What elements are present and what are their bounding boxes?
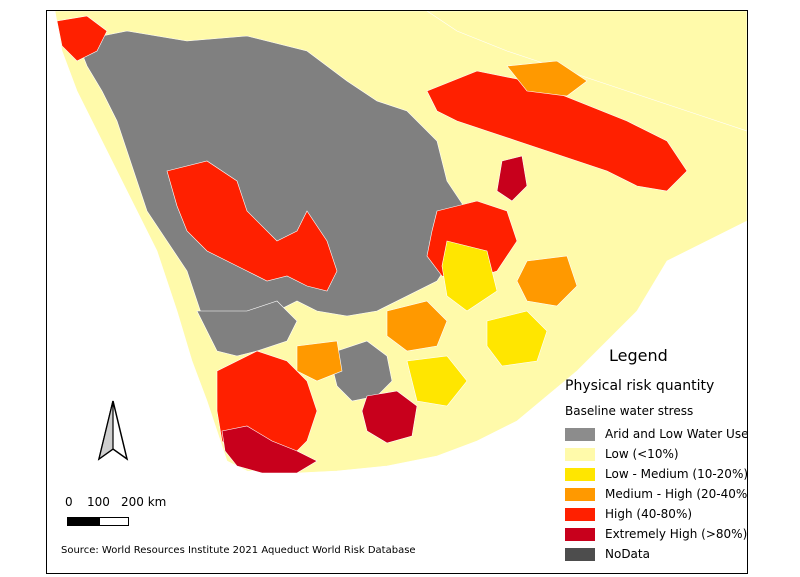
scale-bar: 0 100 200 km [65, 495, 185, 535]
legend-item-low-medium[interactable]: Low - Medium (10-20%) [565, 464, 748, 484]
legend-label-extremely-high: Extremely High (>80%) [605, 527, 748, 541]
region-lowmed-1 [441, 240, 498, 312]
scale-bar-white [99, 517, 129, 526]
legend-swatch-high [565, 507, 595, 521]
region-low-ne [426, 11, 747, 132]
scale-tick-100: 100 [87, 495, 110, 509]
legend-items: Arid and Low Water Use Low (<10%) Low - … [565, 424, 748, 564]
legend-label-nodata: NoData [605, 547, 650, 561]
legend-item-medium-high[interactable]: Medium - High (20-40%) [565, 484, 748, 504]
scale-tick-200: 200 km [121, 495, 167, 509]
legend-swatch-low [565, 447, 595, 461]
region-extreme-center [361, 390, 418, 444]
legend-item-extremely-high[interactable]: Extremely High (>80%) [565, 524, 748, 544]
legend-subtitle: Physical risk quantity [565, 378, 715, 394]
region-medhigh-2 [516, 255, 578, 307]
region-arid-sw [196, 300, 298, 357]
legend-label-high: High (40-80%) [605, 507, 693, 521]
legend-label-arid: Arid and Low Water Use [605, 427, 748, 441]
legend-label-low-medium: Low - Medium (10-20%) [605, 467, 748, 481]
region-extreme-cape [221, 425, 318, 474]
map-canvas[interactable] [47, 11, 747, 573]
legend-item-arid[interactable]: Arid and Low Water Use [565, 424, 748, 444]
legend-swatch-nodata [565, 547, 595, 561]
legend-title: Legend [609, 346, 668, 365]
legend-label-low: Low (<10%) [605, 447, 679, 461]
legend-swatch-extremely-high [565, 527, 595, 541]
scale-tick-0: 0 [65, 495, 73, 509]
region-medhigh-3 [296, 340, 343, 382]
legend-item-nodata[interactable]: NoData [565, 544, 747, 564]
legend-label-medium-high: Medium - High (20-40%) [605, 487, 748, 501]
region-medhigh-1 [386, 300, 448, 352]
region-arid-central [76, 30, 468, 342]
legend-swatch-low-medium [565, 467, 595, 481]
region-high-west [166, 160, 338, 292]
legend-group-label: Baseline water stress [565, 404, 694, 418]
legend-swatch-arid [565, 427, 595, 441]
source-text: Source: World Resources Institute 2021 A… [61, 545, 416, 556]
map-frame: 0 100 200 km Source: World Resources Ins… [46, 10, 748, 574]
legend-swatch-medium-high [565, 487, 595, 501]
scale-bar-black [67, 517, 99, 526]
region-lowmed-2 [486, 310, 548, 367]
legend-item-low[interactable]: Low (<10%) [565, 444, 747, 464]
region-high-nw [56, 15, 108, 62]
region-extreme-east [496, 155, 528, 202]
region-medhigh-4 [506, 60, 588, 97]
legend-item-high[interactable]: High (40-80%) [565, 504, 747, 524]
north-arrow-icon [97, 400, 129, 461]
region-lowmed-3 [406, 355, 468, 407]
